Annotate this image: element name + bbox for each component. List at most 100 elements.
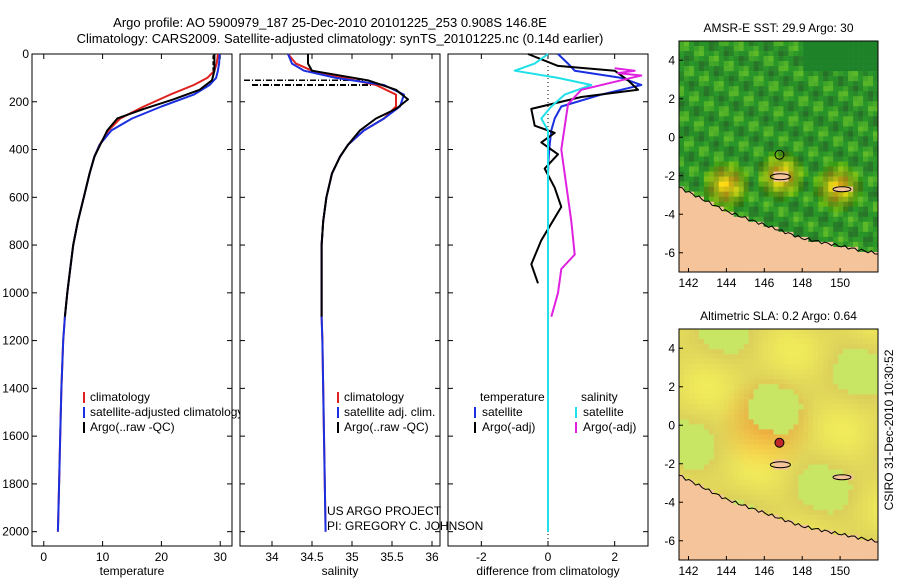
map-cell [723,444,730,450]
map-cell [698,344,705,350]
map-cell [728,459,735,465]
map-cell [763,101,769,107]
map-cell [679,226,685,233]
map-cell [703,211,710,218]
map-cell [833,246,839,253]
map-cell [833,186,839,192]
map-cell [818,106,824,112]
map-cell [798,444,804,450]
map-cell [803,146,809,152]
map-cell [858,51,864,57]
map-cell [788,141,794,147]
map-cell [848,459,854,465]
map-cell [783,474,789,480]
map-cell [773,499,779,506]
map-cell [813,41,819,47]
map-cell [733,156,739,162]
map-cell [793,439,799,445]
map-cell [753,251,759,258]
map-cell [728,379,735,385]
map-cell [743,554,749,561]
map-cell [758,56,764,62]
map-cell [738,489,744,496]
map-cell [728,116,735,122]
map-cell [738,256,744,263]
x-tick-label: 0 [545,550,552,564]
map-cell [853,499,859,506]
map-cell [843,444,849,450]
map-cell [723,111,730,117]
map-cell [833,504,839,511]
map-cell [758,554,764,561]
map-cell [738,181,744,187]
map-cell [783,111,789,117]
map-cell [688,166,695,172]
map-cell [728,236,735,243]
map-cell [848,111,854,117]
map-cell [858,329,864,335]
map-cell [868,459,874,465]
map-cell [833,439,839,445]
map-cell [683,514,690,521]
map-cell [713,111,720,117]
map-cell [743,76,749,82]
map-cell [783,529,789,536]
x-tick-label: 144 [716,564,736,578]
map-cell [703,429,710,435]
map-cell [773,424,779,430]
map-cell [793,444,799,450]
map-cell [858,116,864,122]
map-cell [753,146,759,152]
map-cell [853,444,859,450]
map-cell [778,359,784,365]
map-cell [838,344,844,350]
map-cell [683,524,690,531]
map-cell [798,106,804,112]
map-cell [798,196,804,202]
map-cell [853,96,859,102]
map-cell [688,389,695,395]
map-cell [763,261,769,268]
map-cell [773,41,779,47]
map-cell [813,71,819,77]
map-cell [858,344,864,350]
map-cell [743,464,749,470]
map-cell [703,61,710,67]
map-cell [868,334,874,340]
map-cell [828,71,834,77]
map-cell [853,489,859,496]
map-cell [763,116,769,122]
map-cell [738,359,744,365]
map-cell [763,459,769,465]
map-cell [778,111,784,117]
map-cell [823,181,829,187]
map-cell [679,76,685,82]
map-cell [823,339,829,345]
map-cell [773,444,779,450]
map-cell [723,464,730,470]
map-cell [833,394,839,400]
map-cell [788,241,794,248]
map-cell [783,409,789,415]
map-cell [803,81,809,87]
map-cell [763,236,769,243]
map-cell [733,539,739,546]
map-cell [753,261,759,268]
legend-label: satellite-adjusted climatology [90,405,243,419]
map-cell [743,86,749,92]
map-cell [793,91,799,97]
map-cell [848,61,854,67]
map-cell [833,116,839,122]
map-cell [848,514,854,521]
y-tick-label: -6 [664,534,675,548]
map-cell [708,101,715,107]
map-cell [768,81,774,87]
map-cell [863,384,869,390]
map-cell [833,231,839,238]
map-cell [818,211,824,218]
map-cell [738,61,744,67]
map-cell [778,121,784,127]
map-cell [873,499,879,506]
map-cell [768,166,774,172]
map-cell [753,329,759,335]
